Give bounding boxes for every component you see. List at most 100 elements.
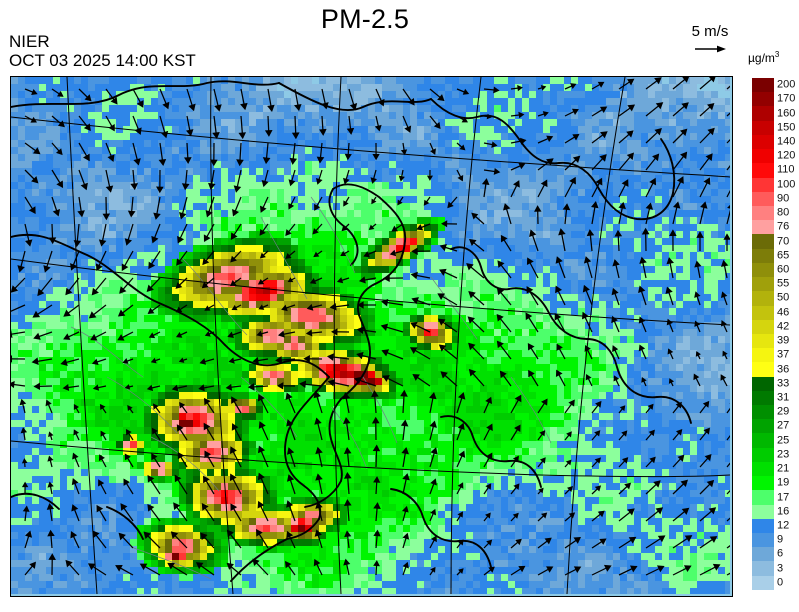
colorbar-tick-labels: 200 170 160 150 140 120 110 100 90 80 76 70 65 60 55 50… [777, 78, 799, 590]
wind-arrow-head [430, 508, 437, 516]
wind-arrow-head [127, 405, 133, 412]
wind-arrow-head [65, 287, 73, 296]
wind-arrow-head [568, 512, 576, 519]
colorbar-band [752, 476, 774, 491]
wind-arrow-head [21, 458, 28, 464]
wind-arrow-head [214, 104, 222, 112]
wind-arrow-head [171, 384, 179, 392]
wind-arrow-head [46, 503, 55, 510]
colorbar-tick-label: 42 [777, 320, 790, 333]
wind-arrow-head [344, 153, 352, 161]
colorbar-tick-label: 90 [777, 192, 790, 205]
wind-arrow-head [346, 127, 355, 135]
wind-arrow-head [555, 369, 563, 378]
wind-arrow-head [230, 232, 238, 240]
wind-arrow-head [229, 473, 237, 482]
wind-arrow-head [231, 423, 239, 431]
wind-arrow-head [73, 429, 80, 436]
wind-arrow-head [582, 284, 590, 293]
graticule-line [11, 258, 730, 326]
coastline-path [11, 80, 280, 108]
wind-arrow-head [665, 286, 673, 295]
wind-arrow-head [402, 473, 410, 481]
wind-arrow-head [309, 278, 317, 285]
wind-arrow [11, 304, 26, 312]
wind-arrow-head [481, 178, 490, 186]
wind-arrow-head [555, 256, 563, 264]
wind-arrow-head [402, 561, 409, 569]
colorbar-tick-label: 36 [777, 363, 790, 376]
wind-arrow-head [641, 376, 647, 383]
concentration-raster [11, 77, 730, 594]
wind-arrow-head [354, 376, 362, 385]
wind-arrow-head [257, 393, 265, 402]
wind-arrow-head [466, 263, 474, 271]
wind-arrow-head [257, 278, 265, 285]
wind-arrow-head [71, 504, 79, 512]
wind-arrow-head [152, 403, 159, 410]
wind-arrow-head [344, 530, 352, 538]
province-line [240, 376, 298, 438]
wind-arrow-head [457, 482, 464, 489]
colorbar-tick-label: 23 [777, 448, 790, 461]
colorbar-tick-label: 19 [777, 476, 790, 489]
wind-arrow-head [130, 183, 139, 191]
wind-arrow-head [110, 97, 118, 105]
wind-arrow-head [261, 180, 269, 188]
wind-arrow-head [198, 384, 205, 392]
colorbar-tick-label: 37 [777, 348, 790, 361]
wind-arrow-head [148, 261, 156, 270]
wind-arrow-head [258, 421, 266, 429]
wind-arrow-head [401, 505, 409, 513]
wind-scale-label: 5 m/s [691, 23, 729, 40]
wind-arrow-head [401, 446, 409, 455]
wind-arrow-head [680, 151, 688, 160]
wind-arrow-head [438, 344, 447, 352]
colorbar-unit-label: µg/m3 [748, 50, 779, 65]
wind-arrow-head [542, 111, 549, 118]
colorbar-tick-label: 9 [777, 533, 784, 546]
wind-arrow-head [146, 284, 154, 293]
wind-arrow-head [48, 431, 54, 438]
coastline-path [390, 488, 460, 543]
wind-arrow-head [404, 125, 412, 133]
wind-arrow-head [648, 429, 655, 437]
wind-arrow-head [539, 457, 546, 464]
wind-arrow-head [400, 419, 409, 427]
wind-arrow-head [173, 502, 181, 510]
colorbar-band [752, 305, 774, 320]
wind-arrow-head [230, 503, 238, 511]
wind-arrow-head [614, 229, 623, 237]
wind-arrow-head [285, 229, 292, 236]
wind-arrow-head [457, 174, 464, 182]
wind-arrow [11, 331, 26, 335]
wind-arrow-head [179, 401, 186, 409]
wind-arrow-head [423, 199, 430, 206]
colorbar-band [752, 447, 774, 462]
wind-arrow [726, 85, 730, 90]
concentration-map[interactable] [10, 76, 733, 597]
wind-arrow-head [183, 157, 192, 164]
wind-arrow-head [259, 205, 267, 213]
wind-arrow-head [121, 263, 129, 272]
wind-arrow-head [693, 373, 700, 381]
wind-arrow-head [88, 311, 97, 319]
wind-arrow-head [124, 384, 131, 390]
coastline-path [340, 314, 371, 400]
wind-arrow-head [175, 306, 183, 313]
wind-arrow-head [312, 228, 319, 235]
wind-arrow-head [457, 392, 466, 400]
wind-arrow-head [343, 471, 352, 479]
wind-arrow [726, 138, 730, 144]
wind-arrow-head [526, 286, 534, 294]
wind-arrow-head [314, 417, 322, 425]
wind-arrow-head [147, 504, 155, 512]
wind-arrow-head [520, 137, 527, 145]
wind-arrow-head [437, 293, 445, 301]
coastline-path [357, 240, 406, 316]
wind-arrow-head [416, 224, 424, 231]
wind-arrow-head [315, 473, 323, 481]
wind-arrow-head [31, 88, 38, 95]
wind-arrow-head [230, 280, 237, 287]
wind-arrow-head [45, 399, 52, 407]
